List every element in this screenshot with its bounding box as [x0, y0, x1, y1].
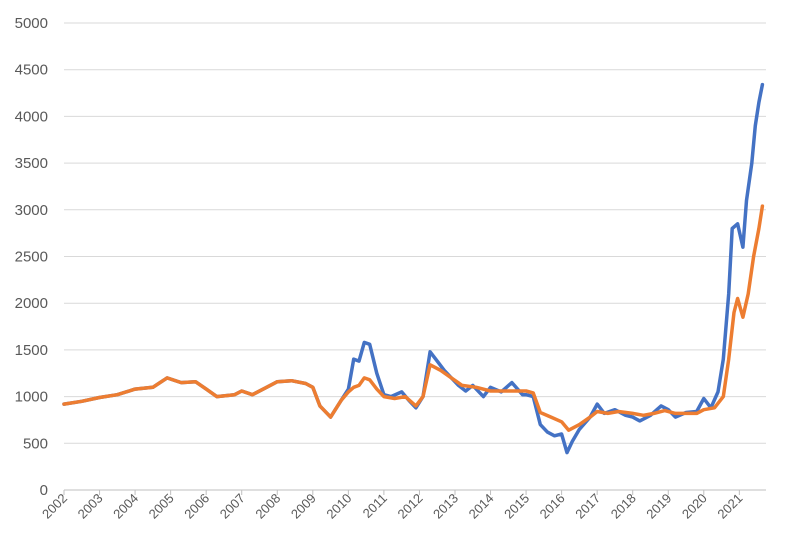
x-tick-label: 2015 [501, 491, 532, 522]
series-line-orange [62, 204, 765, 432]
x-tick-label: 2018 [608, 491, 639, 522]
x-tick-label: 2008 [252, 491, 283, 522]
x-tick-label: 2005 [146, 491, 177, 522]
x-tick-label: 2012 [395, 491, 426, 522]
y-tick-label: 1000 [15, 389, 48, 406]
y-axis-ticks: 0 500 1000 1500 2000 2500 3000 3500 4000 4500 5000 [15, 15, 48, 499]
y-tick-label: 3000 [15, 202, 48, 219]
x-tick-label: 2013 [430, 491, 461, 522]
x-axis-ticks: 2002 2003 2004 2005 2006 2007 2008 2009 2010 2011… [39, 490, 745, 522]
x-tick-label: 2019 [643, 491, 674, 522]
y-tick-label: 4500 [15, 62, 48, 79]
x-tick-label: 2010 [323, 491, 354, 522]
series-line-blue [62, 82, 765, 455]
y-tick-label: 3500 [15, 155, 48, 172]
series-lines [62, 82, 765, 455]
y-tick-label: 1500 [15, 342, 48, 359]
y-tick-label: 0 [40, 482, 48, 499]
y-tick-label: 2000 [15, 295, 48, 312]
x-tick-label: 2014 [466, 491, 497, 522]
x-tick-label: 2003 [75, 491, 106, 522]
y-tick-label: 500 [23, 435, 48, 452]
y-tick-label: 4000 [15, 108, 48, 125]
x-tick-label: 2021 [714, 491, 745, 522]
y-tick-label: 5000 [15, 15, 48, 32]
gridlines [64, 22, 766, 491]
x-tick-label: 2004 [110, 491, 141, 522]
y-tick-label: 2500 [15, 249, 48, 266]
x-tick-label: 2016 [537, 491, 568, 522]
x-tick-label: 2011 [360, 491, 390, 521]
x-tick-label: 2007 [217, 491, 248, 522]
x-tick-label: 2006 [181, 491, 212, 522]
x-tick-label: 2009 [288, 491, 319, 522]
x-tick-label: 2017 [572, 491, 603, 522]
x-tick-label: 2020 [679, 491, 710, 522]
